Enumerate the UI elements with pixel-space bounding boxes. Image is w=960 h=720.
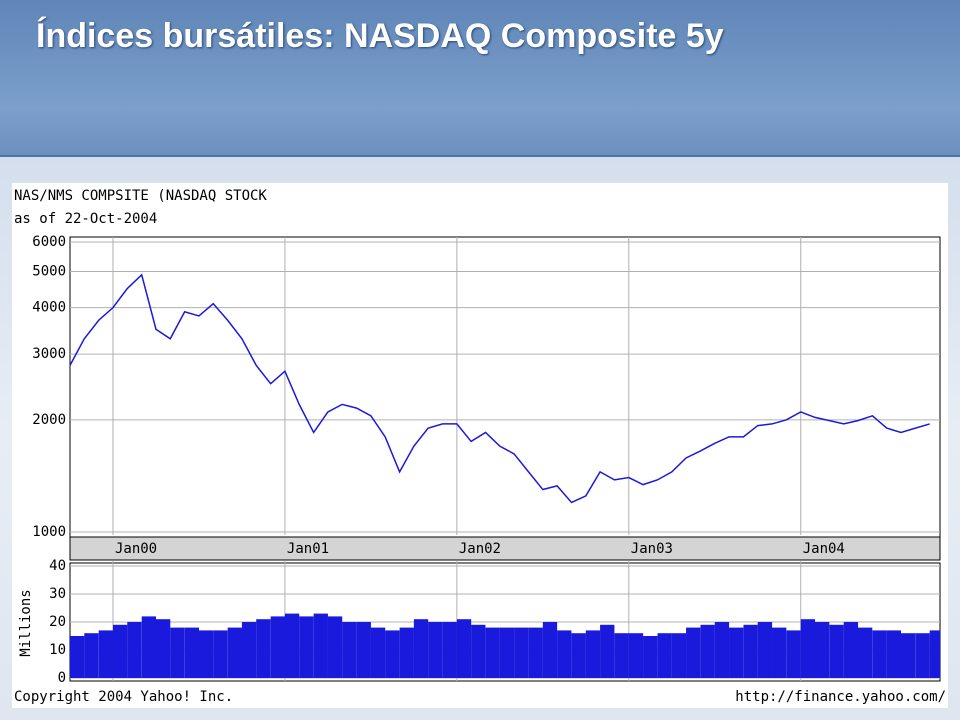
title-banner: Índices bursátiles: NASDAQ Composite 5y <box>0 0 960 157</box>
volume-bar <box>499 627 515 678</box>
volume-bar <box>585 630 601 678</box>
x-tick-label: Jan04 <box>803 541 845 557</box>
x-tick-label: Jan01 <box>287 541 329 557</box>
volume-bar <box>600 624 615 678</box>
volume-bar <box>872 630 887 678</box>
volume-bar <box>413 619 429 678</box>
volume-bar <box>857 627 873 678</box>
volume-bar <box>356 622 371 678</box>
volume-bar <box>557 630 572 678</box>
y-tick-label: 10 <box>49 642 66 658</box>
volume-bar <box>184 627 200 678</box>
volume-bar <box>643 636 658 678</box>
volume-bar <box>198 630 214 678</box>
price-plot-frame <box>69 236 941 538</box>
y-tick-label: 3000 <box>32 346 66 362</box>
y-tick-label: 4000 <box>32 300 66 316</box>
volume-bar <box>98 630 114 678</box>
volume-bar <box>155 619 171 678</box>
volume-bar <box>327 616 343 678</box>
volume-bar <box>772 627 787 678</box>
volume-bar <box>299 616 314 678</box>
date-strip <box>69 536 941 561</box>
volume-bar <box>743 624 758 678</box>
y-tick-label: 0 <box>58 670 66 686</box>
volume-bar <box>929 630 940 678</box>
volume-bar <box>800 619 816 678</box>
volume-bar <box>399 627 414 678</box>
volume-bar <box>342 622 357 678</box>
y-tick-label: 2000 <box>32 412 66 428</box>
volume-bar <box>686 627 701 678</box>
volume-bar <box>270 616 285 678</box>
volume-bar <box>714 622 730 678</box>
y-tick-label: 20 <box>49 614 66 630</box>
volume-bar <box>700 624 715 678</box>
volume-bar <box>915 633 930 678</box>
volume-bar <box>485 627 500 678</box>
volume-bar <box>428 622 443 678</box>
source-url: http://finance.yahoo.com/ <box>735 689 946 705</box>
volume-bar <box>757 622 773 678</box>
y-tick-label: 1000 <box>32 524 66 540</box>
x-tick-label: Jan03 <box>631 541 673 557</box>
volume-bar <box>514 627 529 678</box>
volume-bar <box>786 630 801 678</box>
y-tick-label: 5000 <box>32 264 66 280</box>
y-tick-label: 30 <box>49 586 66 602</box>
volume-bar <box>284 613 300 678</box>
volume-bar <box>671 633 687 678</box>
volume-axis-label: Millions <box>18 589 34 656</box>
volume-bar <box>256 619 271 678</box>
volume-bar <box>70 636 85 678</box>
volume-bar <box>442 622 457 678</box>
price-line <box>69 273 930 504</box>
volume-bar <box>729 627 744 678</box>
slide-title: Índices bursátiles: NASDAQ Composite 5y <box>36 17 724 55</box>
volume-bar <box>313 613 328 678</box>
y-tick-label: 40 <box>49 558 66 574</box>
chart-subtitle: as of 22-Oct-2004 <box>14 211 157 227</box>
x-tick-label: Jan00 <box>115 541 157 557</box>
volume-bar <box>542 622 558 678</box>
x-tick-label: Jan02 <box>459 541 501 557</box>
volume-bar <box>213 630 228 678</box>
volume-bar <box>227 627 242 678</box>
volume-bar <box>886 630 902 678</box>
chart: NAS/NMS COMPSITE (NASDAQ STOCK as of 22-… <box>12 183 948 708</box>
volume-bar <box>657 633 672 678</box>
y-tick-label: 6000 <box>32 234 66 250</box>
volume-bar <box>614 633 629 678</box>
volume-bar <box>628 633 644 678</box>
volume-bar <box>456 619 472 678</box>
chart-title: NAS/NMS COMPSITE (NASDAQ STOCK <box>14 188 267 204</box>
volume-bar <box>370 627 386 678</box>
volume-bar <box>112 624 128 678</box>
volume-bar <box>528 627 543 678</box>
volume-bar <box>141 616 157 678</box>
volume-bar <box>385 630 400 678</box>
volume-bar <box>843 622 859 678</box>
volume-bar <box>84 633 99 678</box>
volume-bar <box>170 627 185 678</box>
volume-bar <box>571 633 586 678</box>
volume-bar <box>829 624 844 678</box>
volume-bar <box>127 622 142 678</box>
copyright: Copyright 2004 Yahoo! Inc. <box>14 689 233 705</box>
volume-bar <box>900 633 916 678</box>
volume-bar <box>241 622 257 678</box>
volume-bar <box>815 622 830 678</box>
volume-bar <box>471 624 486 678</box>
